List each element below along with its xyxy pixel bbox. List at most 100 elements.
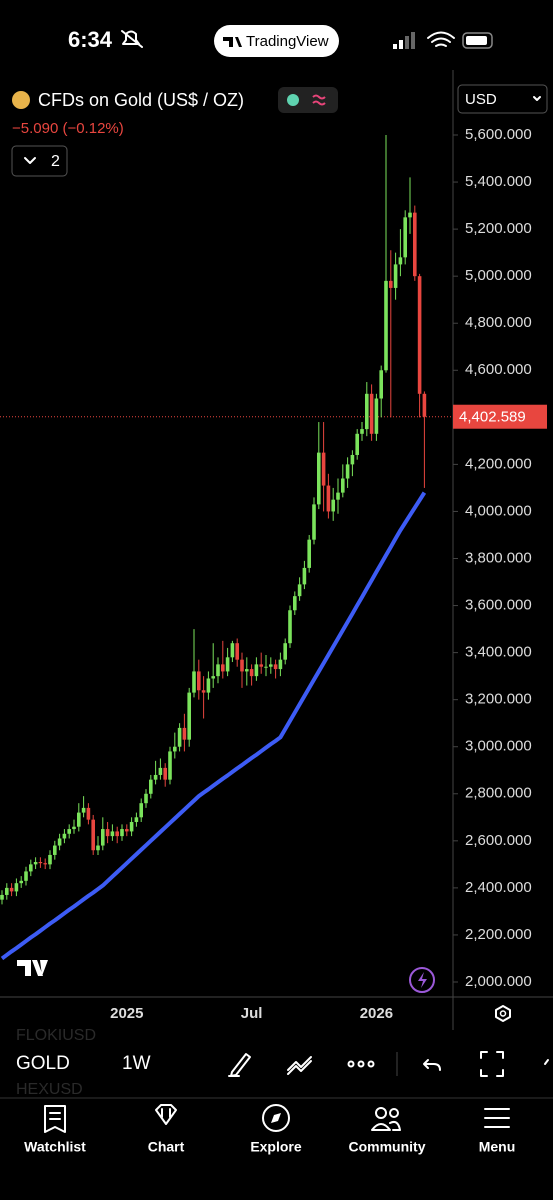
explore-icon[interactable] [262, 1104, 290, 1132]
candle-body [149, 779, 153, 794]
candle-body [24, 871, 28, 881]
candle-body [33, 862, 38, 865]
candle-body [53, 845, 57, 855]
candle-body [211, 676, 215, 679]
nav-label[interactable]: Community [349, 1139, 426, 1155]
toolbar-interval[interactable]: 1W [122, 1053, 151, 1074]
candle-body [48, 854, 52, 865]
candle-body [57, 838, 62, 846]
currency[interactable]: USD [465, 91, 497, 108]
candle-body [235, 643, 239, 660]
y-tick-label: 3,600.000 [465, 597, 532, 614]
y-tick-label: 2,200.000 [465, 926, 532, 943]
candle-body [120, 829, 124, 837]
more-icon[interactable] [347, 1060, 375, 1068]
candle-body [225, 657, 230, 672]
candle-body [43, 863, 47, 865]
candle-body [417, 276, 422, 394]
candle-body [413, 212, 417, 277]
candle-body [398, 257, 403, 265]
candle-body [14, 883, 19, 892]
candle-body [278, 659, 283, 670]
candle-body [197, 671, 201, 691]
nav-label[interactable]: Chart [148, 1139, 185, 1155]
candle-body [283, 643, 287, 660]
candle-body [369, 393, 374, 434]
fullscreen-icon[interactable] [480, 1051, 504, 1077]
toolbar-symbol[interactable]: GOLD [16, 1053, 70, 1074]
candle-body [384, 280, 388, 371]
candle-body [307, 539, 311, 568]
y-tick-label: 5,600.000 [465, 126, 532, 143]
chevron [533, 96, 541, 101]
wifi-icon [427, 31, 455, 47]
candle-body [264, 666, 268, 668]
candle-body [321, 452, 326, 486]
candle-body [312, 504, 316, 540]
candle-body [110, 831, 115, 837]
chart-icon[interactable] [155, 1104, 177, 1125]
candle-body [144, 793, 148, 804]
nav-label[interactable]: Watchlist [24, 1139, 86, 1155]
tv-logo [17, 960, 48, 976]
candle-body [5, 887, 9, 895]
y-tick-label: 5,000.000 [465, 267, 532, 284]
menu-icon[interactable] [484, 1108, 510, 1128]
candle-body [297, 584, 302, 597]
lightning-button[interactable] [409, 967, 435, 993]
nav-label[interactable]: Explore [250, 1139, 302, 1155]
candle-body [0, 894, 4, 900]
more-edge [544, 1059, 549, 1065]
status-pill [278, 87, 338, 113]
app-name: TradingView [246, 33, 329, 50]
indicators-count[interactable]: 2 [51, 153, 60, 170]
y-tick-label: 2,600.000 [465, 832, 532, 849]
candle-body [105, 829, 110, 837]
indicators-toggle[interactable] [11, 145, 68, 177]
data-icon [312, 94, 326, 106]
last-price-tag [453, 404, 547, 429]
last-price-label: 4,402.589 [459, 409, 526, 426]
candle-body [249, 669, 254, 677]
candle-body [192, 671, 196, 693]
battery-icon [462, 32, 493, 49]
candle-body [365, 393, 369, 430]
y-tick-label: 3,000.000 [465, 738, 532, 755]
candle-body [422, 393, 427, 417]
x-tick-label: Jul [241, 1005, 263, 1022]
candle-body [101, 829, 105, 846]
indicator-icon[interactable] [287, 1056, 312, 1075]
candle-body [81, 807, 86, 813]
candle-body [19, 880, 23, 884]
signal-icon [393, 32, 415, 49]
chevron [24, 157, 36, 164]
undo-icon[interactable] [423, 1059, 441, 1071]
candle-body [269, 664, 273, 667]
candle-body [259, 664, 263, 667]
candle-body [139, 803, 143, 818]
draw-icon[interactable] [228, 1053, 251, 1077]
y-tick-label: 3,400.000 [465, 644, 532, 661]
candle-body [182, 727, 187, 740]
community-icon[interactable] [371, 1107, 401, 1131]
candle-body [374, 398, 379, 434]
x-tick-label: 2026 [360, 1005, 393, 1022]
watchlist-icon[interactable] [44, 1105, 66, 1133]
candle-body [245, 669, 249, 672]
compass-needle [271, 1113, 281, 1123]
candle-body [317, 452, 321, 505]
candle-body [273, 664, 278, 670]
candle-body [293, 596, 297, 611]
candle-body [129, 822, 134, 832]
settings-icon[interactable] [495, 1005, 511, 1022]
candle-body [67, 829, 71, 834]
candle-body [350, 454, 355, 465]
candle-body [302, 567, 307, 585]
nav-label[interactable]: Menu [479, 1139, 516, 1155]
battery-level [466, 36, 487, 45]
candle-body [408, 212, 412, 218]
x-tick-label: 2025 [110, 1005, 143, 1022]
currency-select[interactable] [457, 84, 548, 114]
candle-body [230, 643, 235, 658]
